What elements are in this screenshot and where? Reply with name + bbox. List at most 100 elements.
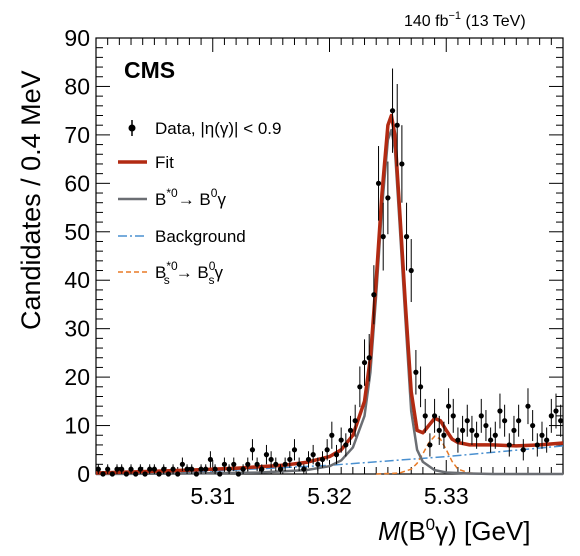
data-point	[301, 466, 307, 472]
plot-frame	[95, 37, 564, 475]
experiment-label: CMS	[124, 57, 175, 83]
data-point	[488, 437, 494, 443]
data-point	[287, 456, 293, 463]
data-point	[226, 466, 232, 472]
svg-text:Fit: Fit	[155, 153, 174, 172]
legend: Data, |η(γ)| < 0.9 Fit B*0→ B0γ Backgrou…	[118, 119, 281, 287]
data-point	[291, 447, 298, 453]
data-point	[469, 427, 475, 433]
data-point	[156, 471, 162, 477]
data-point	[137, 466, 143, 472]
data-point	[212, 466, 218, 472]
x-tick-label: 5.32	[307, 483, 352, 509]
data-point	[175, 471, 181, 477]
data-point	[296, 461, 302, 467]
data-point	[417, 384, 424, 390]
data-point	[403, 234, 410, 240]
data-point	[249, 447, 256, 453]
legend-entry-signal: B*0→ B0γ	[118, 186, 226, 209]
data-point	[347, 427, 354, 433]
data-point	[333, 452, 340, 458]
legend-entry-bs: B*0 s → B0 sγ	[118, 259, 223, 287]
data-point	[338, 437, 344, 443]
data-point	[380, 234, 386, 240]
data-point	[483, 422, 489, 429]
y-tick-label: 90	[64, 25, 90, 51]
legend-entry-fit: Fit	[118, 153, 174, 172]
data-point	[375, 180, 382, 186]
data-point	[142, 471, 148, 477]
data-point	[105, 466, 111, 472]
y-tick-label: 80	[64, 73, 90, 99]
data-point	[445, 403, 452, 409]
data-point	[245, 461, 251, 467]
y-tick-label: 70	[64, 122, 90, 148]
data-point	[389, 108, 396, 114]
y-axis-label: Candidates / 0.4 MeV	[16, 70, 46, 330]
data-point	[240, 466, 246, 472]
signal-curve	[95, 128, 563, 476]
data-point	[413, 369, 419, 375]
data-point	[474, 432, 480, 438]
data-point	[539, 432, 545, 438]
data-point	[203, 466, 209, 472]
data-point	[525, 403, 531, 409]
data-point	[441, 432, 447, 438]
y-tick-label: 60	[64, 170, 90, 196]
data-point	[310, 452, 316, 458]
data-point	[343, 442, 349, 448]
data-point	[371, 292, 377, 298]
y-tick-label: 0	[77, 461, 90, 487]
data-point	[198, 466, 204, 472]
data-point	[263, 452, 270, 458]
bs-curve	[376, 435, 493, 475]
data-point	[511, 427, 517, 433]
data-point	[161, 466, 167, 472]
data-point	[147, 466, 153, 472]
luminosity-label: 140 fb−1 (13 TeV)	[404, 10, 526, 30]
data-point	[548, 413, 554, 419]
legend-entry-background: Background	[118, 227, 246, 246]
data-point	[128, 466, 134, 472]
data-point	[207, 456, 214, 463]
data-point	[151, 466, 157, 472]
data-point	[100, 471, 106, 477]
data-point	[165, 471, 171, 477]
data-point	[502, 418, 508, 424]
x-axis-label: M(B0γ) [GeV]	[378, 515, 531, 546]
data-point	[324, 447, 330, 453]
data-point	[422, 413, 428, 419]
data-point	[277, 466, 284, 472]
data-point	[352, 418, 358, 424]
data-point	[231, 461, 237, 467]
axis-ticks	[96, 37, 563, 475]
y-tick-label: 50	[64, 219, 90, 245]
data-point	[408, 267, 414, 274]
y-tick-label: 10	[64, 413, 90, 439]
data-point	[516, 418, 522, 424]
y-tick-label: 30	[64, 316, 90, 342]
data-point	[259, 466, 265, 472]
legend-entry-data: Data, |η(γ)| < 0.9	[128, 119, 281, 138]
x-tick-label: 5.31	[190, 483, 235, 509]
svg-text:Data, |η(γ)| < 0.9: Data, |η(γ)| < 0.9	[155, 119, 281, 138]
data-point	[170, 466, 176, 472]
data-point	[254, 461, 260, 467]
data-point	[95, 466, 101, 472]
data-point	[193, 471, 200, 477]
data-point	[459, 427, 466, 433]
data-point	[436, 427, 442, 433]
data-point	[235, 471, 242, 477]
data-point	[427, 442, 433, 448]
data-points	[95, 68, 564, 477]
data-point	[133, 471, 139, 477]
data-point	[464, 418, 470, 424]
data-point	[268, 456, 274, 463]
data-point	[492, 432, 498, 438]
y-tick-label: 40	[64, 267, 90, 293]
data-point	[184, 466, 190, 472]
svg-text:Background: Background	[155, 227, 246, 246]
data-point	[558, 418, 564, 424]
